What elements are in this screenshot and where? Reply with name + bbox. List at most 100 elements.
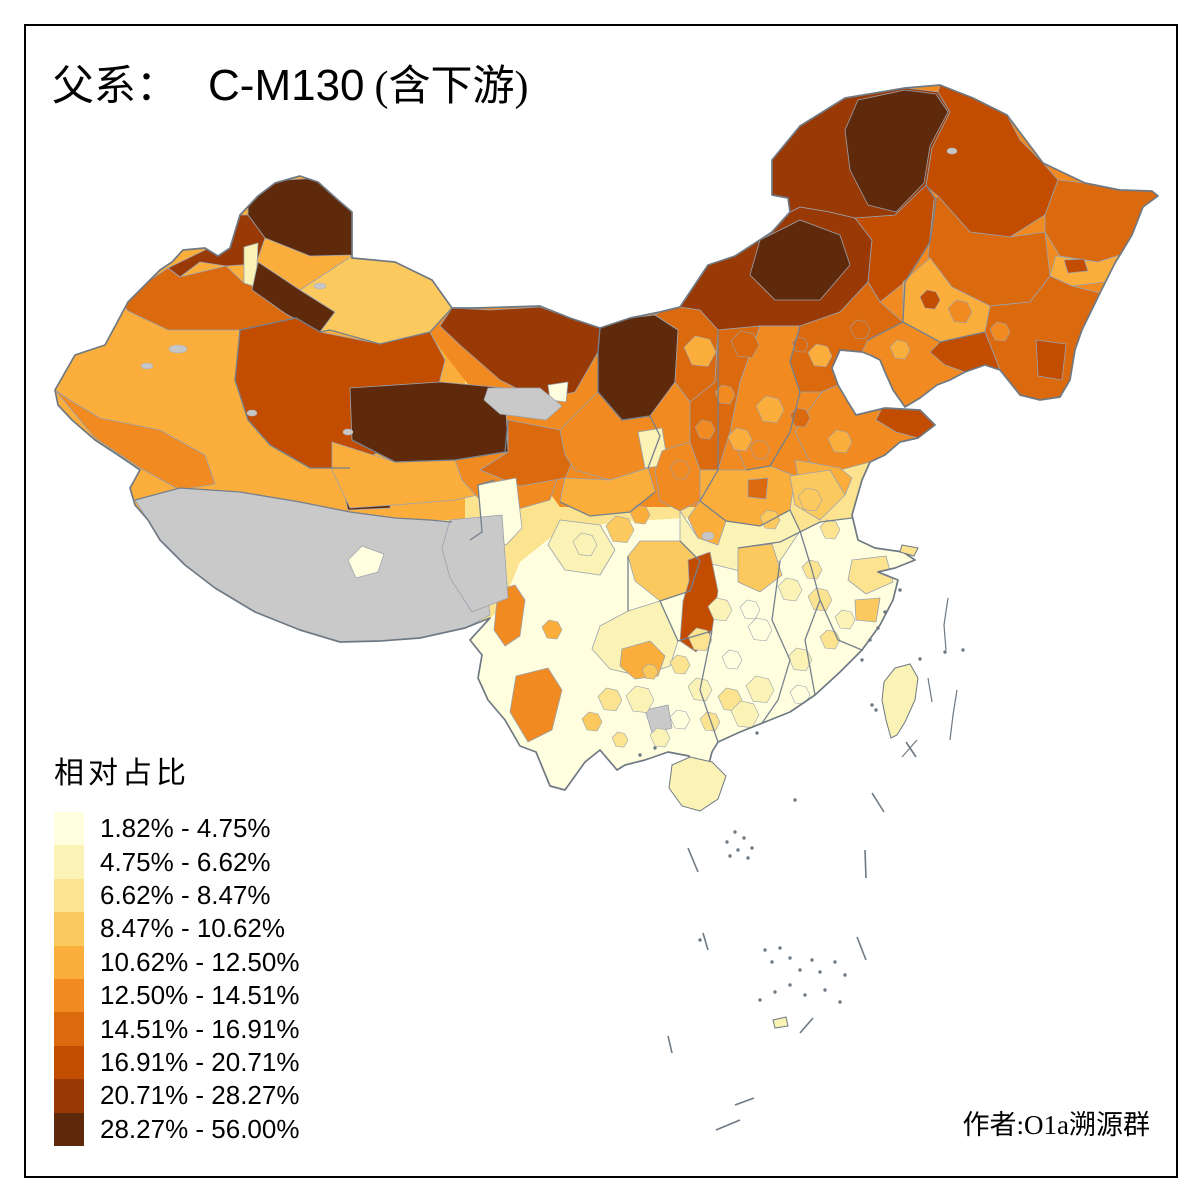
- islet-dot: [874, 708, 878, 712]
- legend-label: 8.47% - 10.62%: [100, 913, 286, 944]
- islet-dot: [770, 960, 774, 964]
- legend: 相对占比 1.82% - 4.75% 4.75% - 6.62% 6.62% - 8…: [54, 748, 299, 1146]
- prefecture-patch: [755, 395, 785, 423]
- legend-swatch: [54, 878, 84, 913]
- sea-boundary-dash: [667, 1035, 673, 1054]
- legend-row: 4.75% - 6.62%: [54, 845, 299, 879]
- legend-row: 14.51% - 16.91%: [54, 1012, 299, 1046]
- island-arc: [949, 689, 958, 741]
- islet-dot: [961, 648, 965, 652]
- prefecture-patch: [629, 504, 651, 525]
- region-dunhuang-nodata: [483, 387, 563, 421]
- province-border: [759, 560, 791, 727]
- prefecture-patch: [889, 339, 911, 360]
- prefecture-patch: [611, 731, 629, 748]
- legend-row: 28.27% - 56.00%: [54, 1112, 300, 1146]
- prefecture-patch: [541, 619, 563, 640]
- province-border: [699, 500, 801, 532]
- attribution: 作者:O1a溯源群: [962, 1110, 1150, 1140]
- region-innermongolia-core: [749, 219, 851, 301]
- islet-dot: [803, 993, 807, 997]
- lake: [168, 344, 188, 354]
- prefecture-patch: [797, 487, 823, 512]
- prefecture-patch: [730, 330, 760, 358]
- legend-label: 28.27% - 56.00%: [100, 1113, 300, 1144]
- islet-dot: [750, 846, 754, 850]
- islet-dot: [870, 703, 874, 707]
- lake: [701, 531, 715, 541]
- title-prefix: 父系：: [52, 64, 179, 110]
- prefecture-patch: [789, 684, 811, 705]
- islet-dot: [838, 1000, 842, 1004]
- legend-swatch: [54, 1012, 84, 1046]
- islet-dot: [810, 958, 814, 962]
- sea-boundary-dash: [905, 741, 917, 758]
- prefecture-patch: [687, 627, 713, 652]
- islet-dot: [742, 836, 746, 840]
- island-hainan: [668, 756, 727, 812]
- legend-row: 12.50% - 14.51%: [54, 978, 299, 1013]
- province-border: [351, 419, 509, 463]
- prefecture-patch: [641, 663, 659, 680]
- region-lhasa: [347, 545, 385, 579]
- legend-row: 20.71% - 28.27%: [54, 1079, 299, 1113]
- legend-row: 16.91% - 20.71%: [54, 1045, 299, 1080]
- region-guangxi-nodata: [644, 704, 673, 734]
- province-border: [469, 479, 496, 541]
- islet-dot: [860, 658, 864, 662]
- legend-title: 相对占比: [54, 757, 190, 790]
- prefecture-patch: [829, 679, 851, 700]
- province-border: [134, 487, 453, 523]
- legend-swatch: [54, 845, 84, 879]
- legend-swatch: [54, 812, 84, 846]
- prefecture-patch: [819, 519, 841, 540]
- islet-dot: [653, 746, 657, 750]
- province-border: [902, 321, 986, 343]
- prefecture-patch: [919, 289, 941, 310]
- prefecture-patch: [834, 609, 856, 630]
- province-border: [799, 530, 863, 651]
- sea-boundary-dash: [702, 932, 709, 951]
- prefecture-patch: [669, 709, 691, 730]
- prefecture-patch: [947, 299, 973, 324]
- national-boundary: [54, 84, 1159, 791]
- province-border: [737, 517, 853, 549]
- prefecture-patch: [669, 654, 691, 675]
- legend-row: 8.47% - 10.62%: [54, 912, 299, 946]
- province-border: [559, 491, 656, 517]
- province-border: [804, 599, 821, 696]
- region-henan-east-spot: [747, 477, 769, 500]
- prefecture-patch: [759, 509, 781, 530]
- sea-boundary-dash: [687, 847, 699, 873]
- islet-dot: [698, 938, 702, 942]
- lake: [246, 409, 258, 417]
- province-border: [699, 630, 719, 743]
- province-border: [699, 330, 719, 502]
- legend-label: 10.62% - 12.50%: [100, 946, 300, 977]
- islet-dot: [823, 988, 827, 992]
- prefecture-patch: [749, 439, 771, 460]
- region-hulunbuir-core: [844, 89, 949, 213]
- islet-dot: [833, 960, 837, 964]
- lake: [140, 362, 154, 370]
- lake: [313, 282, 327, 290]
- sea-boundary-dash: [856, 936, 867, 961]
- title-haplogroup: C-M130: [208, 61, 365, 110]
- island-arc: [943, 597, 949, 651]
- islet-dot: [778, 946, 782, 950]
- islet-dot: [728, 854, 732, 858]
- region-youyang-xiangxi: [679, 551, 719, 653]
- sea-boundary-dash: [871, 792, 885, 813]
- prefecture-patch: [605, 515, 635, 543]
- region-wenzhou: [854, 597, 881, 623]
- legend-row: 10.62% - 12.50%: [54, 945, 300, 979]
- islet-dot: [755, 731, 759, 735]
- islet-dot: [736, 848, 740, 852]
- title-suffix: (含下游): [374, 64, 529, 110]
- prefecture-patch: [721, 649, 743, 670]
- page-title: 父系： C-M130 (含下游): [52, 52, 529, 113]
- islet-dot: [918, 657, 922, 661]
- region-qinghai-haixi: [349, 381, 509, 463]
